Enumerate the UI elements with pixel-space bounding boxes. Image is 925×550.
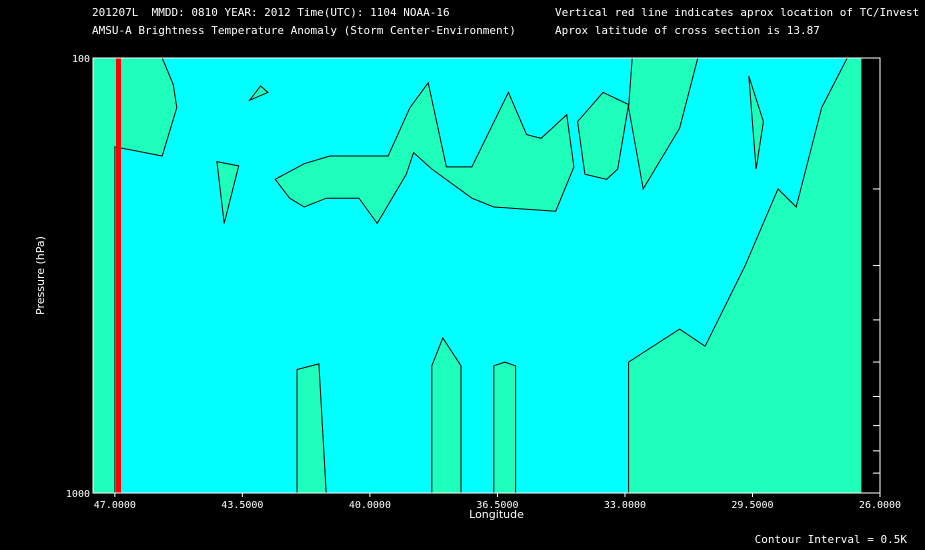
header-line-1: 201207L MMDD: 0810 YEAR: 2012 Time(UTC):… xyxy=(92,6,450,19)
x-tick-label-4: 33.0000 xyxy=(604,500,646,511)
x-tick-label-2: 40.0000 xyxy=(349,500,391,511)
y-tick-label-0: 100 xyxy=(72,54,90,65)
anomaly-region-upper-band xyxy=(274,81,575,225)
header-line-3: Vertical red line indicates aprox locati… xyxy=(555,6,920,19)
y-axis-label: Pressure (hPa) xyxy=(34,236,47,315)
contour-interval-label: Contour Interval = 0.5K xyxy=(754,533,907,546)
anomaly-region-lower-col-2 xyxy=(431,336,462,494)
anomaly-region-lower-col-3 xyxy=(493,361,517,494)
east-no-data-strip xyxy=(861,58,880,493)
x-tick-label-0: 47.0000 xyxy=(94,500,136,511)
anomaly-region-upper-small-1 xyxy=(248,85,269,102)
header-line-2: AMSU-A Brightness Temperature Anomaly (S… xyxy=(92,24,516,37)
x-axis-label: Longitude xyxy=(469,508,524,521)
axis-ticks: 47.0000 43.5000 40.0000 36.5000 33.0000 29.50… xyxy=(66,54,901,511)
anomaly-region-upper-right-3 xyxy=(748,75,764,170)
anomaly-regions xyxy=(92,57,880,494)
anomaly-region-upper-small-2 xyxy=(216,160,240,224)
x-tick-label-3: 36.5000 xyxy=(476,500,518,511)
header-line-4: Aprox latitude of cross section is 13.87 xyxy=(555,24,820,37)
x-tick-label-5: 29.5000 xyxy=(731,500,773,511)
x-tick-label-6: 26.0000 xyxy=(859,500,901,511)
x-tick-label-1: 43.5000 xyxy=(221,500,263,511)
y-tick-label-1: 1000 xyxy=(66,489,90,500)
plot-frame xyxy=(92,57,881,494)
